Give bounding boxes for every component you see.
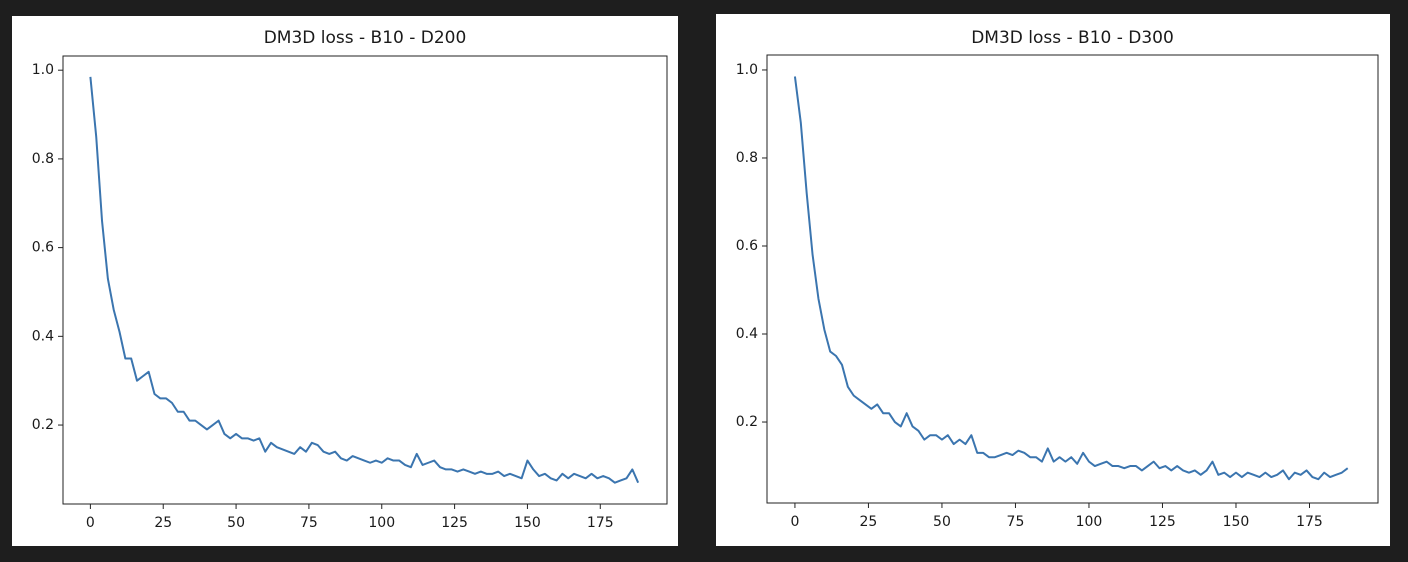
loss-line (89, 76, 640, 484)
x-tick-label: 50 (933, 514, 951, 530)
loss-line (793, 76, 1349, 481)
y-tick-label: 0.6 (32, 240, 54, 256)
y-tick-label: 1.0 (32, 62, 54, 78)
x-tick-label: 100 (368, 515, 395, 531)
chart-title: DM3D loss - B10 - D300 (971, 28, 1174, 48)
plot-frame (766, 54, 1379, 504)
x-tick-label: 25 (860, 514, 878, 530)
x-tick-label: 75 (1007, 514, 1025, 530)
x-tick-label: 175 (1296, 514, 1323, 530)
y-tick-label: 0.4 (736, 326, 758, 342)
plot-frame (62, 55, 668, 505)
panel (716, 14, 1390, 546)
y-tick-label: 0.2 (32, 417, 54, 433)
chart-title: DM3D loss - B10 - D200 (264, 28, 467, 48)
y-tick-label: 0.8 (32, 151, 54, 167)
x-tick-label: 125 (1149, 514, 1176, 530)
x-tick-label: 125 (441, 515, 468, 531)
y-tick-label: 1.0 (736, 62, 758, 78)
x-tick-label: 0 (86, 515, 95, 531)
x-tick-label: 25 (154, 515, 172, 531)
x-tick-label: 175 (587, 515, 614, 531)
x-tick-label: 100 (1076, 514, 1103, 530)
y-tick-label: 0.4 (32, 328, 54, 344)
x-tick-label: 75 (300, 515, 318, 531)
x-tick-label: 150 (514, 515, 541, 531)
panel (12, 16, 678, 546)
y-tick-label: 0.6 (736, 238, 758, 254)
x-tick-label: 0 (790, 514, 799, 530)
x-tick-label: 50 (227, 515, 245, 531)
x-tick-label: 150 (1223, 514, 1250, 530)
y-tick-label: 0.2 (736, 414, 758, 430)
y-tick-label: 0.8 (736, 150, 758, 166)
